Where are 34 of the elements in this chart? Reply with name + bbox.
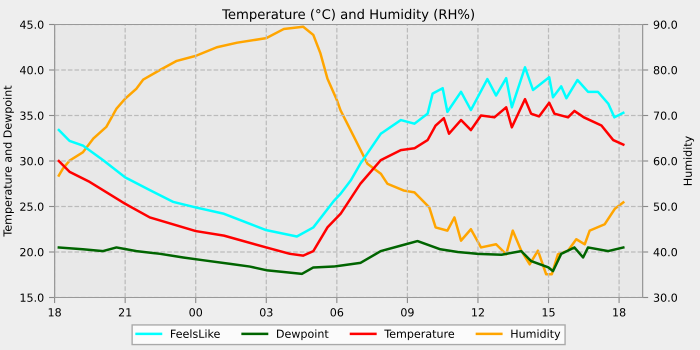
y-axis-title: Temperature and Dewpoint bbox=[3, 86, 14, 237]
line-series bbox=[58, 66, 625, 238]
x-tick-label: 12 bbox=[472, 308, 484, 316]
x-tick-label: 15 bbox=[542, 308, 555, 317]
y2-tick-label: 30.0 bbox=[654, 293, 678, 302]
y-tick-label: 35.0 bbox=[20, 111, 44, 120]
chart-title: Temperature (°C) and Humidity (RH%) bbox=[222, 8, 474, 22]
y2-tick-label: 60.0 bbox=[654, 156, 678, 166]
legend-label: Dewpoint bbox=[277, 329, 328, 340]
legend-label: Humidity bbox=[511, 329, 560, 340]
y2-tick-label: 50.0 bbox=[654, 202, 678, 211]
y2-tick-label: 70.0 bbox=[654, 111, 678, 120]
line-series bbox=[58, 26, 625, 276]
y-tick-label: 40.0 bbox=[20, 66, 44, 74]
line-series bbox=[58, 98, 625, 257]
x-tick-label: 18 bbox=[48, 308, 61, 317]
y-tick-label: 25.0 bbox=[20, 202, 44, 211]
y-tick-label: 15.0 bbox=[20, 293, 44, 302]
y2-axis-title: Humidity bbox=[683, 136, 694, 186]
x-tick-label: 03 bbox=[260, 308, 272, 317]
legend-label: Temperature bbox=[384, 330, 454, 340]
x-tick-label: 00 bbox=[189, 308, 202, 317]
x-tick-label: 06 bbox=[330, 308, 344, 317]
y2-tick-label: 80.0 bbox=[654, 66, 678, 74]
x-tick-label: 09 bbox=[401, 308, 414, 317]
x-tick-label: 21 bbox=[118, 308, 132, 316]
legend-label: FeelsLike bbox=[171, 329, 220, 338]
line-series bbox=[58, 240, 625, 276]
y2-tick-label: 40.0 bbox=[654, 248, 678, 256]
y-tick-label: 45.0 bbox=[20, 20, 44, 29]
y2-tick-label: 90.0 bbox=[654, 20, 678, 29]
y-tick-label: 30.0 bbox=[20, 156, 44, 166]
x-tick-label: 18 bbox=[613, 308, 626, 317]
y-tick-label: 20.0 bbox=[20, 248, 44, 256]
